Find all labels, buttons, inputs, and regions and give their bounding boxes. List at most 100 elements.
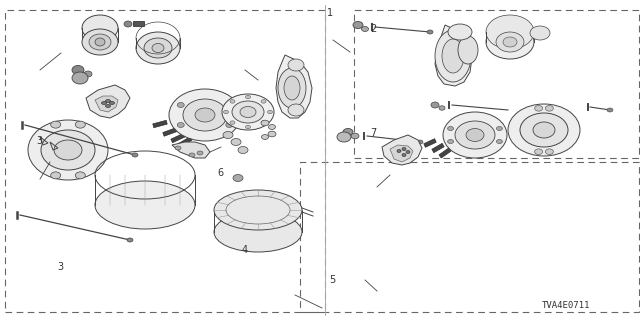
Ellipse shape [431, 102, 439, 108]
Ellipse shape [232, 101, 264, 123]
Polygon shape [178, 137, 192, 147]
Ellipse shape [195, 108, 215, 122]
Ellipse shape [534, 149, 543, 155]
Ellipse shape [362, 27, 369, 31]
Ellipse shape [214, 190, 302, 230]
Ellipse shape [72, 72, 88, 84]
Polygon shape [439, 148, 451, 158]
Ellipse shape [233, 174, 243, 181]
Ellipse shape [82, 29, 118, 55]
Ellipse shape [402, 154, 406, 156]
Text: 3: 3 [36, 136, 43, 146]
Ellipse shape [288, 59, 304, 71]
Ellipse shape [503, 37, 517, 47]
Ellipse shape [262, 134, 269, 140]
Ellipse shape [353, 21, 363, 28]
Polygon shape [390, 145, 413, 162]
Polygon shape [424, 139, 436, 147]
Bar [5, 10, 325, 312]
Ellipse shape [84, 71, 92, 77]
Ellipse shape [144, 38, 172, 58]
Polygon shape [171, 133, 185, 143]
Ellipse shape [51, 172, 61, 179]
Polygon shape [95, 96, 118, 112]
Ellipse shape [127, 238, 133, 242]
Bar [354, 10, 639, 158]
Text: 6: 6 [218, 168, 224, 178]
Ellipse shape [261, 120, 269, 126]
Ellipse shape [214, 212, 302, 252]
Ellipse shape [284, 76, 300, 100]
Text: TVA4E0711: TVA4E0711 [542, 301, 591, 310]
Ellipse shape [288, 104, 304, 116]
Ellipse shape [455, 121, 495, 149]
Ellipse shape [51, 121, 61, 128]
Ellipse shape [435, 30, 471, 82]
Ellipse shape [397, 149, 401, 153]
Ellipse shape [72, 66, 84, 75]
Ellipse shape [458, 36, 478, 64]
Ellipse shape [95, 38, 105, 46]
Ellipse shape [520, 113, 568, 147]
Polygon shape [435, 25, 472, 86]
Ellipse shape [508, 104, 580, 156]
Polygon shape [432, 143, 444, 153]
Ellipse shape [533, 122, 555, 138]
Ellipse shape [343, 129, 353, 135]
Ellipse shape [406, 150, 410, 154]
Ellipse shape [442, 39, 464, 73]
Ellipse shape [183, 99, 227, 131]
Ellipse shape [261, 121, 266, 124]
Ellipse shape [76, 172, 85, 179]
Ellipse shape [496, 32, 524, 52]
Text: 2: 2 [371, 24, 377, 34]
Ellipse shape [76, 121, 85, 128]
Ellipse shape [28, 120, 108, 180]
Ellipse shape [447, 126, 454, 131]
Ellipse shape [534, 106, 543, 111]
Ellipse shape [268, 131, 276, 137]
Ellipse shape [231, 139, 241, 146]
Ellipse shape [106, 105, 111, 108]
Ellipse shape [189, 153, 195, 157]
Bar [300, 162, 639, 312]
Polygon shape [172, 142, 210, 158]
Ellipse shape [246, 95, 250, 99]
Ellipse shape [223, 132, 233, 139]
Ellipse shape [169, 89, 241, 141]
Ellipse shape [351, 133, 359, 139]
Ellipse shape [109, 101, 115, 105]
Ellipse shape [197, 151, 203, 155]
Ellipse shape [246, 125, 250, 129]
Ellipse shape [132, 153, 138, 157]
Ellipse shape [177, 102, 184, 108]
Text: 7: 7 [371, 128, 377, 138]
Ellipse shape [230, 100, 235, 103]
Ellipse shape [152, 44, 164, 52]
Polygon shape [276, 55, 312, 118]
Text: 4: 4 [242, 244, 248, 255]
Polygon shape [133, 21, 144, 26]
Ellipse shape [427, 30, 433, 34]
Ellipse shape [497, 140, 502, 143]
Ellipse shape [106, 100, 111, 102]
Ellipse shape [486, 15, 534, 49]
Polygon shape [382, 135, 422, 165]
Ellipse shape [497, 126, 502, 131]
Ellipse shape [240, 107, 256, 117]
Ellipse shape [269, 124, 275, 130]
Ellipse shape [223, 110, 228, 114]
Ellipse shape [226, 123, 233, 127]
Ellipse shape [439, 106, 445, 110]
Ellipse shape [238, 147, 248, 154]
Text: 1: 1 [326, 8, 333, 18]
Ellipse shape [261, 100, 266, 103]
Polygon shape [86, 85, 130, 118]
Ellipse shape [102, 101, 106, 105]
Ellipse shape [89, 34, 111, 50]
Ellipse shape [466, 129, 484, 141]
Ellipse shape [402, 148, 406, 150]
Polygon shape [153, 120, 167, 128]
Text: 5: 5 [330, 275, 336, 285]
Ellipse shape [337, 132, 351, 142]
